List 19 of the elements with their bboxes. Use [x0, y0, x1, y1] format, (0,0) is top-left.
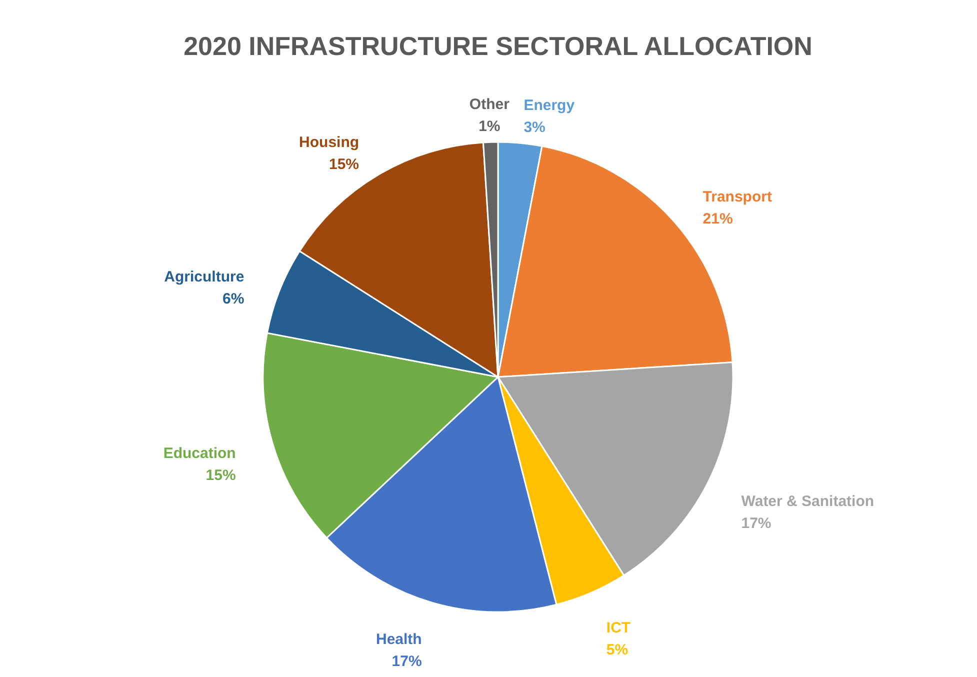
slice-label: ICT — [606, 620, 631, 637]
slice-label: Housing — [299, 134, 360, 152]
data-label: 5% — [606, 642, 628, 659]
data-label: 17% — [741, 514, 772, 532]
slice-label: Health — [376, 631, 422, 648]
slice-label: Transport — [702, 188, 772, 206]
data-label: 3% — [524, 119, 546, 136]
slice-label: Other — [469, 96, 510, 114]
data-label: 17% — [392, 653, 422, 670]
data-label: 6% — [222, 290, 244, 308]
chart-title: 2020 INFRASTRUCTURE SECTORAL ALLOCATION — [184, 31, 812, 61]
slice-label: Energy — [524, 97, 576, 114]
slice-label: Education — [163, 445, 236, 462]
slice-label: Water & Sanitation — [741, 492, 874, 510]
slice-label: Agriculture — [164, 268, 244, 286]
data-label: 1% — [478, 118, 500, 136]
data-label: 15% — [329, 156, 360, 174]
data-label: 15% — [206, 467, 236, 484]
data-label: 21% — [702, 210, 733, 228]
